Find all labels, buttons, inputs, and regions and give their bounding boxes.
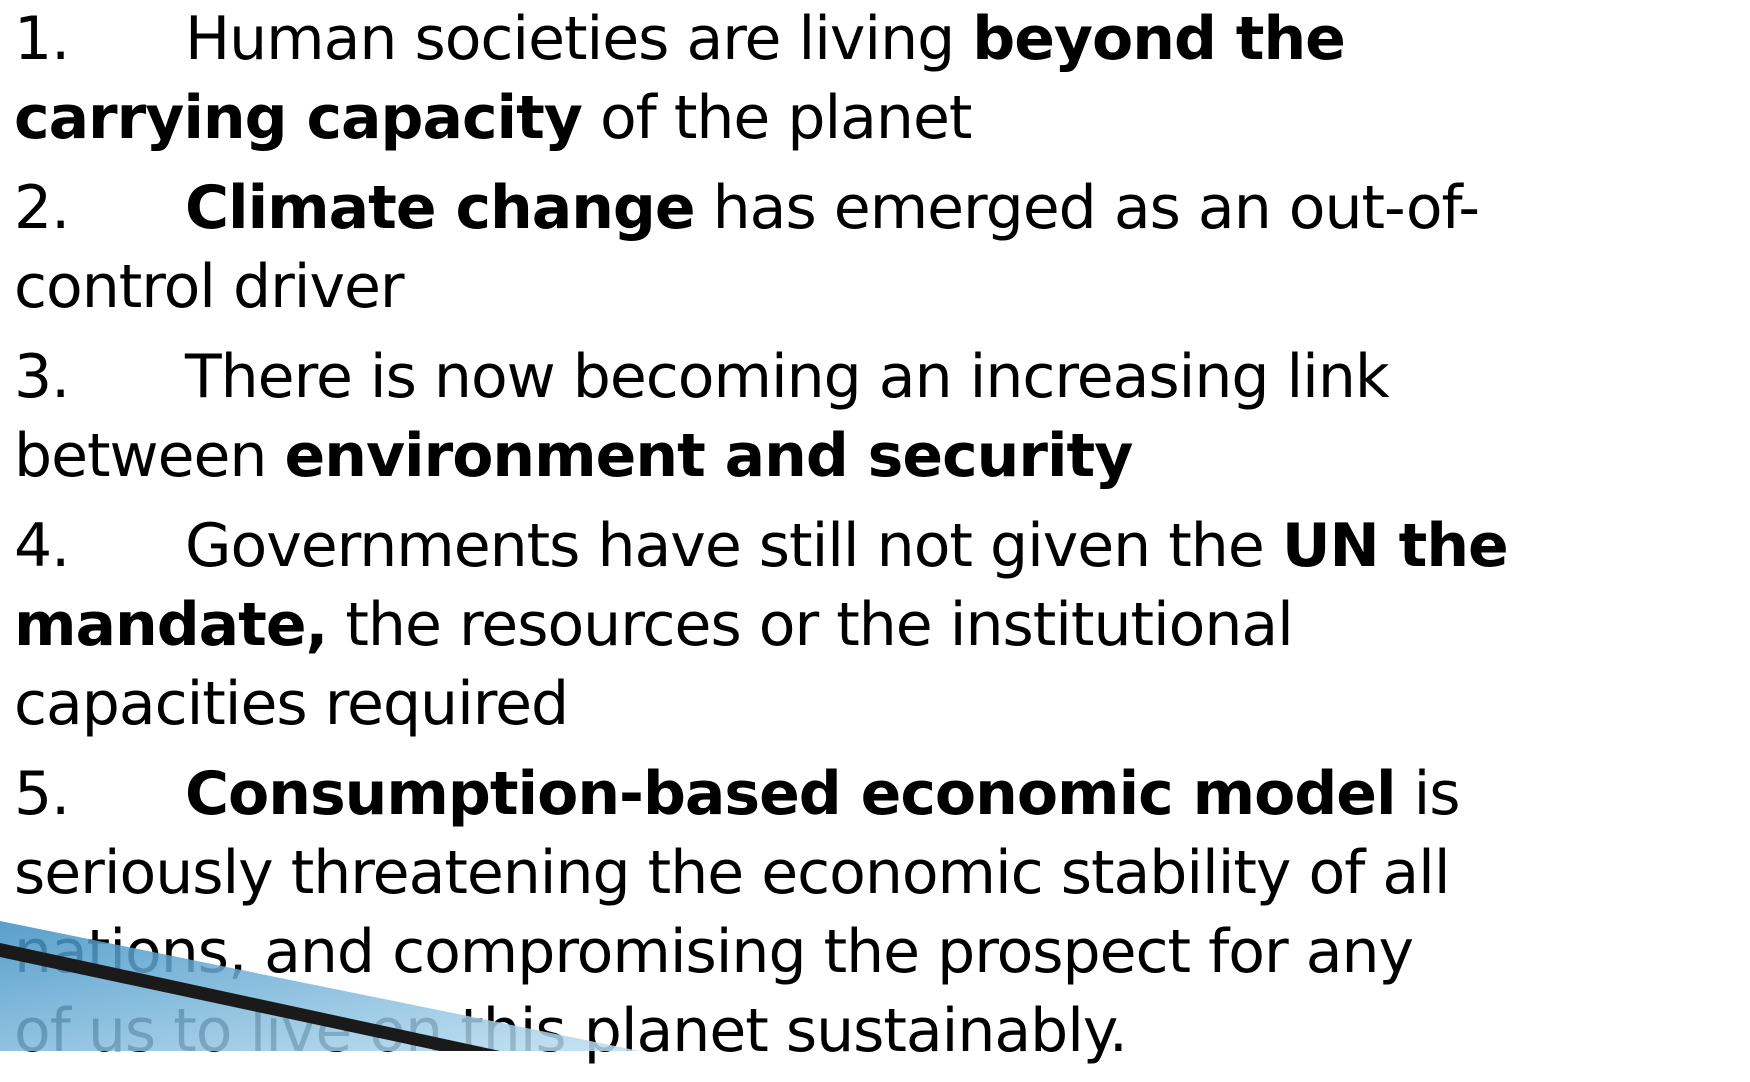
item-number: 2. bbox=[14, 169, 185, 248]
text: is bbox=[1396, 759, 1460, 829]
text: control driver bbox=[14, 252, 404, 322]
text-line: 3.There is now becoming an increasing li… bbox=[14, 338, 1750, 417]
text: Governments have still not given the bbox=[185, 511, 1282, 581]
list-item: 4.Governments have still not given the U… bbox=[14, 507, 1750, 744]
bold-text: mandate, bbox=[14, 590, 327, 660]
text-line: 4.Governments have still not given the U… bbox=[14, 507, 1750, 586]
text-line: 2.Climate change has emerged as an out-o… bbox=[14, 169, 1750, 248]
text-line: 1.Human societies are living beyond the bbox=[14, 0, 1750, 79]
text: has emerged as an out-of- bbox=[695, 173, 1479, 243]
text-line: carrying capacity of the planet bbox=[14, 79, 1750, 158]
text: capacities required bbox=[14, 669, 568, 739]
text-line: mandate, the resources or the institutio… bbox=[14, 586, 1750, 665]
item-number: 4. bbox=[14, 507, 185, 586]
text: of the planet bbox=[582, 83, 972, 153]
text-line: capacities required bbox=[14, 665, 1750, 744]
item-number: 3. bbox=[14, 338, 185, 417]
text-line: seriously threatening the economic stabi… bbox=[14, 834, 1750, 913]
text: Human societies are living bbox=[185, 4, 972, 74]
list-item: 3.There is now becoming an increasing li… bbox=[14, 338, 1750, 496]
bold-text: carrying capacity bbox=[14, 83, 582, 153]
corner-decoration bbox=[0, 921, 640, 1051]
bold-text: Consumption-based economic model bbox=[185, 759, 1396, 829]
text: There is now becoming an increasing link bbox=[185, 342, 1389, 412]
text-line: 5.Consumption-based economic model is bbox=[14, 755, 1750, 834]
text: the resources or the institutional bbox=[327, 590, 1293, 660]
blue-stripe bbox=[0, 921, 640, 1051]
item-number: 1. bbox=[14, 0, 185, 79]
bold-text: environment and security bbox=[285, 421, 1133, 491]
bold-text: beyond the bbox=[972, 4, 1345, 74]
bold-text: UN the bbox=[1282, 511, 1508, 581]
bold-text: Climate change bbox=[185, 173, 695, 243]
item-number: 5. bbox=[14, 755, 185, 834]
text: between bbox=[14, 421, 285, 491]
text-line: between environment and security bbox=[14, 417, 1750, 496]
text-line: control driver bbox=[14, 248, 1750, 327]
list-item: 2.Climate change has emerged as an out-o… bbox=[14, 169, 1750, 327]
slide: {"items": [ {"number": "1.", "lines": [ … bbox=[0, 0, 1750, 1051]
text: seriously threatening the economic stabi… bbox=[14, 838, 1450, 908]
